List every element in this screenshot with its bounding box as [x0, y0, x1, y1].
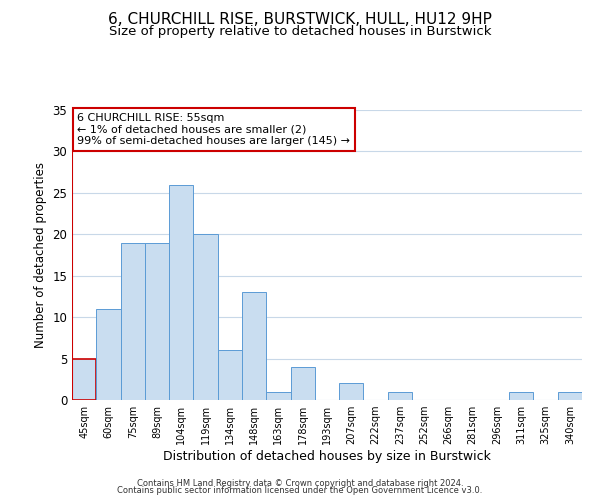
Bar [121, 242, 145, 400]
Bar [169, 184, 193, 400]
Text: Contains public sector information licensed under the Open Government Licence v3: Contains public sector information licen… [118, 486, 482, 495]
Bar [72, 358, 96, 400]
Bar [193, 234, 218, 400]
Bar [266, 392, 290, 400]
Bar [145, 242, 169, 400]
Text: Contains HM Land Registry data © Crown copyright and database right 2024.: Contains HM Land Registry data © Crown c… [137, 478, 463, 488]
Bar [96, 309, 121, 400]
Y-axis label: Number of detached properties: Number of detached properties [34, 162, 47, 348]
Text: Size of property relative to detached houses in Burstwick: Size of property relative to detached ho… [109, 25, 491, 38]
Bar [290, 367, 315, 400]
Bar [242, 292, 266, 400]
Bar [218, 350, 242, 400]
Bar [388, 392, 412, 400]
X-axis label: Distribution of detached houses by size in Burstwick: Distribution of detached houses by size … [163, 450, 491, 463]
Text: 6, CHURCHILL RISE, BURSTWICK, HULL, HU12 9HP: 6, CHURCHILL RISE, BURSTWICK, HULL, HU12… [108, 12, 492, 28]
Bar [558, 392, 582, 400]
Bar [509, 392, 533, 400]
Text: 6 CHURCHILL RISE: 55sqm
← 1% of detached houses are smaller (2)
99% of semi-deta: 6 CHURCHILL RISE: 55sqm ← 1% of detached… [77, 113, 350, 146]
Bar [339, 384, 364, 400]
